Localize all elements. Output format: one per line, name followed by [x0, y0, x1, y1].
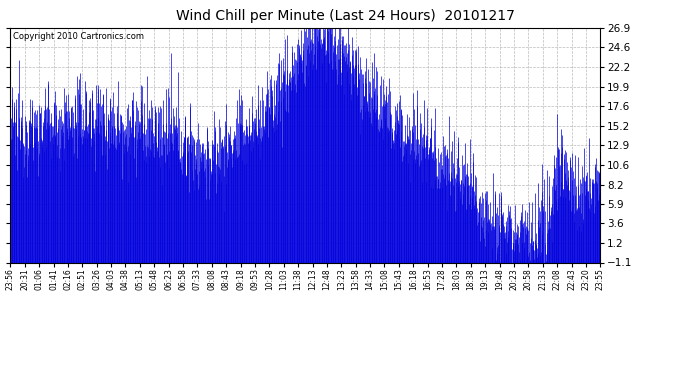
Text: Copyright 2010 Cartronics.com: Copyright 2010 Cartronics.com — [13, 32, 144, 40]
Text: Wind Chill per Minute (Last 24 Hours)  20101217: Wind Chill per Minute (Last 24 Hours) 20… — [175, 9, 515, 23]
